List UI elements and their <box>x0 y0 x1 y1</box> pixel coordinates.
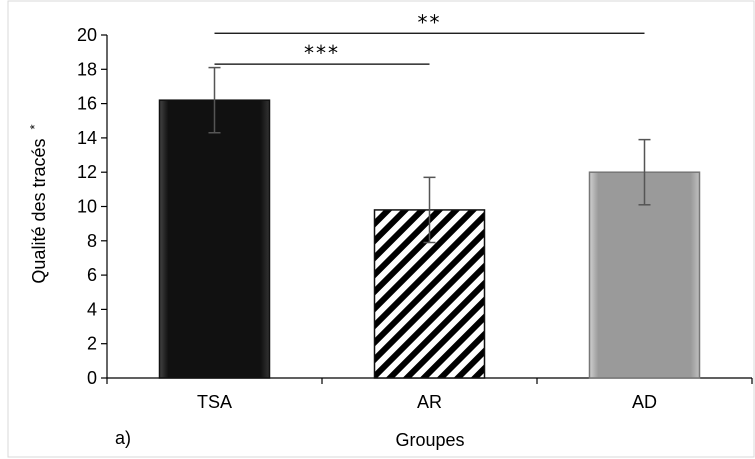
y-tick-label: 8 <box>87 231 97 251</box>
y-tick-label: 16 <box>77 94 97 114</box>
y-tick-label: 0 <box>87 368 97 388</box>
y-tick-label: 4 <box>87 299 97 319</box>
error-bars <box>208 66 651 244</box>
y-tick-label: 12 <box>77 162 97 182</box>
y-tick-label: 14 <box>77 128 97 148</box>
y-tick-label: 20 <box>77 25 97 45</box>
y-axis-title: Qualité des tracés * <box>27 124 49 283</box>
y-tick-label: 6 <box>87 265 97 285</box>
significance-label: *** <box>304 41 340 65</box>
x-tick-label: AR <box>417 392 442 412</box>
x-tick-label: AD <box>632 392 657 412</box>
panel-label: a) <box>115 428 131 448</box>
y-axis: 0 2 4 6 8 10 12 14 16 18 20 <box>77 25 108 388</box>
significance-brackets: ***** <box>214 10 645 65</box>
bar-tsa <box>158 99 271 379</box>
bars <box>158 99 701 379</box>
y-tick-label: 2 <box>87 334 97 354</box>
y-tick-label: 10 <box>77 197 97 217</box>
x-axis: TSA AR AD <box>106 377 753 412</box>
x-axis-title: Groupes <box>395 430 464 450</box>
bar-ad <box>588 171 701 379</box>
x-tick-label: TSA <box>197 392 232 412</box>
significance-label: ** <box>418 10 442 34</box>
chart-border <box>7 0 755 458</box>
y-tick-label: 18 <box>77 59 97 79</box>
